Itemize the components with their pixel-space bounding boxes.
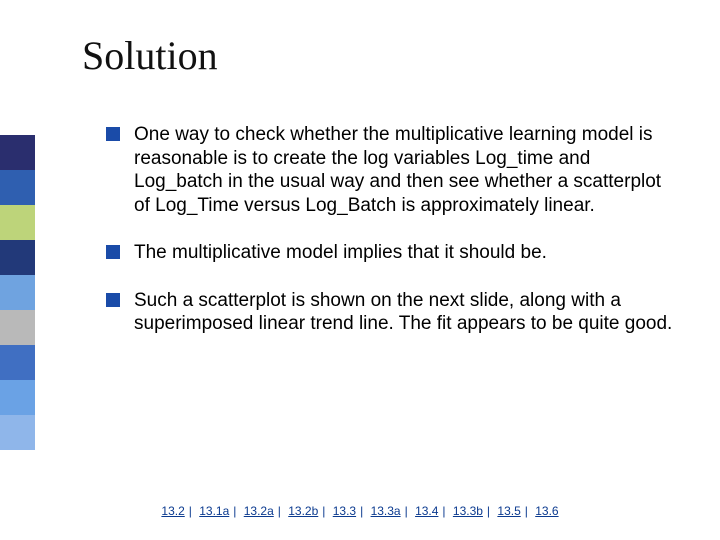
square-bullet-icon <box>106 127 120 141</box>
nav-separator: | <box>360 504 363 518</box>
nav-separator: | <box>405 504 408 518</box>
square-bullet-icon <box>106 245 120 259</box>
nav-link[interactable]: 13.1a <box>199 504 229 518</box>
nav-links: 13.2| 13.1a| 13.2a| 13.2b| 13.3| 13.3a| … <box>0 504 720 518</box>
nav-separator: | <box>487 504 490 518</box>
bullet-text: The multiplicative model implies that it… <box>134 241 680 265</box>
square-bullet-icon <box>106 293 120 307</box>
sidebar-square <box>0 170 35 205</box>
nav-separator: | <box>525 504 528 518</box>
bullet-text: Such a scatterplot is shown on the next … <box>134 289 680 336</box>
bullet-item: Such a scatterplot is shown on the next … <box>82 289 680 336</box>
nav-link[interactable]: 13.6 <box>535 504 558 518</box>
bullet-text: One way to check whether the multiplicat… <box>134 123 680 217</box>
slide-content: Solution One way to check whether the mu… <box>82 32 680 360</box>
nav-link[interactable]: 13.3a <box>371 504 401 518</box>
sidebar-square <box>0 205 35 240</box>
nav-link[interactable]: 13.3b <box>453 504 483 518</box>
sidebar-square <box>0 275 35 310</box>
nav-link[interactable]: 13.5 <box>497 504 520 518</box>
nav-separator: | <box>189 504 192 518</box>
sidebar-square <box>0 345 35 380</box>
sidebar-square <box>0 240 35 275</box>
nav-separator: | <box>442 504 445 518</box>
nav-link[interactable]: 13.4 <box>415 504 438 518</box>
sidebar-square <box>0 380 35 415</box>
nav-link[interactable]: 13.2b <box>288 504 318 518</box>
page-title: Solution <box>82 32 680 79</box>
sidebar-square <box>0 415 35 450</box>
nav-separator: | <box>233 504 236 518</box>
sidebar-square <box>0 310 35 345</box>
sidebar-squares <box>0 135 35 450</box>
bullet-item: One way to check whether the multiplicat… <box>82 123 680 217</box>
nav-link[interactable]: 13.2a <box>244 504 274 518</box>
nav-separator: | <box>322 504 325 518</box>
nav-link[interactable]: 13.3 <box>333 504 356 518</box>
nav-link[interactable]: 13.2 <box>161 504 184 518</box>
nav-separator: | <box>278 504 281 518</box>
bullet-item: The multiplicative model implies that it… <box>82 241 680 265</box>
sidebar-square <box>0 135 35 170</box>
